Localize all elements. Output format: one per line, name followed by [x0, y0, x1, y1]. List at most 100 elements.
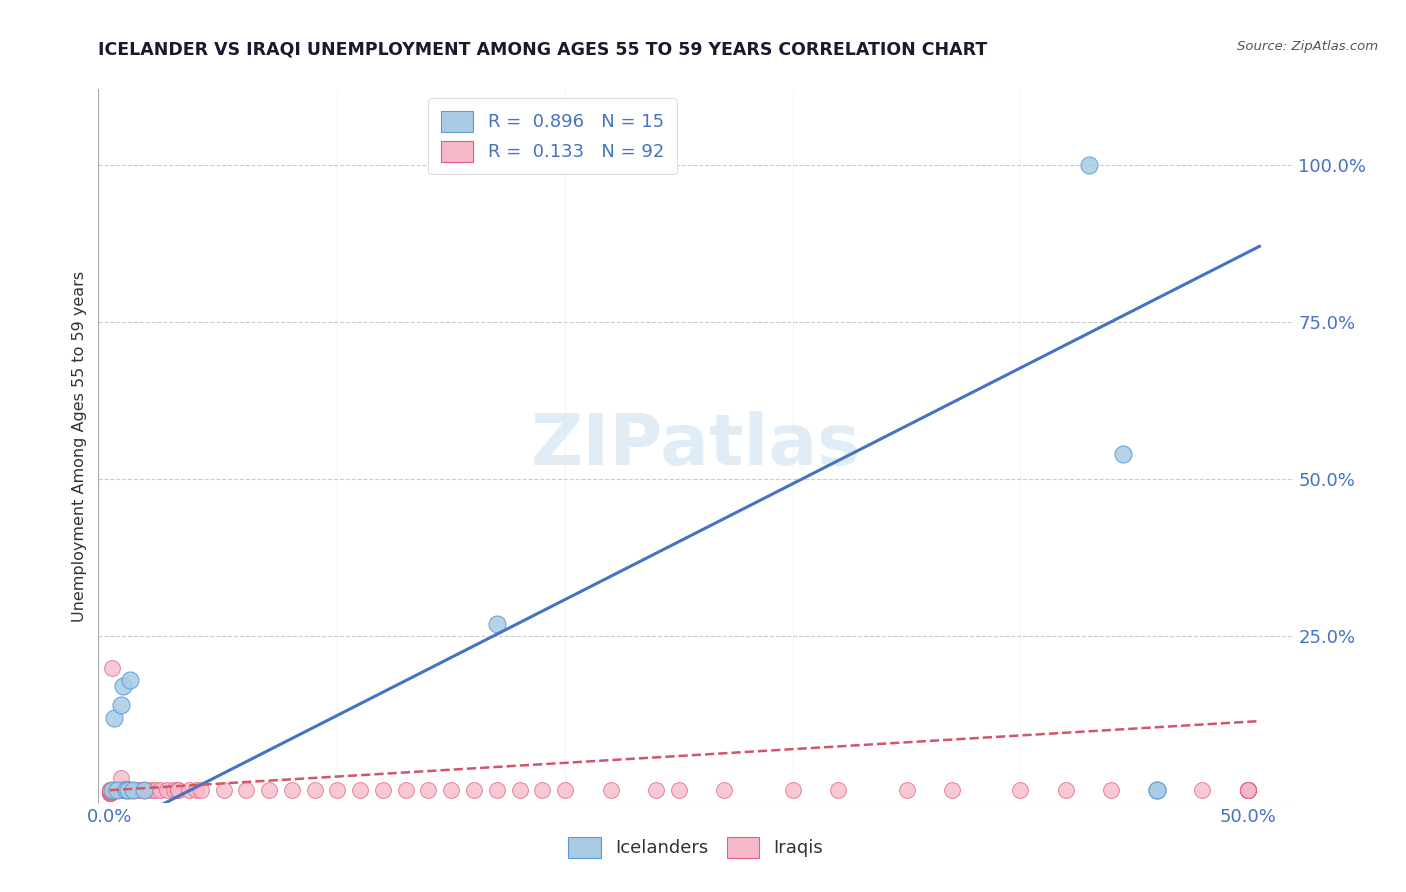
- Point: [114, 783, 136, 797]
- Point: [98, 785, 121, 799]
- Point: [186, 783, 208, 797]
- Point: [143, 783, 166, 797]
- Point: [1146, 783, 1168, 797]
- Point: [395, 783, 418, 797]
- Point: [114, 783, 136, 797]
- Point: [112, 680, 135, 694]
- Point: [105, 783, 128, 797]
- Point: [98, 784, 121, 798]
- Point: [101, 783, 124, 797]
- Point: [98, 786, 121, 800]
- Point: [1146, 783, 1168, 797]
- Point: [101, 783, 124, 797]
- Point: [98, 786, 121, 800]
- Point: [108, 783, 131, 797]
- Point: [509, 783, 531, 797]
- Point: [257, 783, 280, 797]
- Point: [1237, 783, 1260, 797]
- Point: [108, 783, 131, 797]
- Y-axis label: Unemployment Among Ages 55 to 59 years: Unemployment Among Ages 55 to 59 years: [72, 270, 87, 622]
- Point: [1237, 783, 1260, 797]
- Point: [103, 711, 125, 725]
- Point: [326, 783, 349, 797]
- Point: [132, 783, 155, 797]
- Point: [167, 783, 190, 797]
- Point: [98, 784, 121, 798]
- Point: [463, 783, 485, 797]
- Point: [212, 783, 235, 797]
- Point: [121, 783, 143, 797]
- Point: [304, 783, 326, 797]
- Point: [896, 783, 918, 797]
- Point: [117, 781, 139, 796]
- Point: [668, 783, 690, 797]
- Point: [485, 783, 508, 797]
- Point: [120, 673, 142, 688]
- Point: [156, 783, 179, 797]
- Point: [1237, 783, 1260, 797]
- Point: [101, 660, 124, 674]
- Point: [440, 783, 463, 797]
- Point: [1112, 447, 1135, 461]
- Point: [167, 783, 190, 797]
- Point: [117, 783, 139, 797]
- Point: [139, 783, 162, 797]
- Point: [135, 783, 157, 797]
- Point: [1237, 783, 1260, 797]
- Point: [117, 783, 139, 797]
- Point: [110, 783, 132, 797]
- Point: [1237, 783, 1260, 797]
- Point: [110, 783, 132, 797]
- Point: [162, 783, 184, 797]
- Point: [235, 783, 257, 797]
- Point: [98, 784, 121, 798]
- Point: [1010, 783, 1032, 797]
- Point: [98, 784, 121, 798]
- Point: [110, 783, 132, 797]
- Point: [121, 783, 143, 797]
- Point: [1237, 783, 1260, 797]
- Point: [108, 783, 131, 797]
- Point: [782, 783, 804, 797]
- Point: [531, 783, 554, 797]
- Point: [98, 783, 121, 797]
- Point: [418, 783, 440, 797]
- Point: [110, 771, 132, 785]
- Point: [941, 783, 963, 797]
- Point: [105, 783, 128, 797]
- Point: [98, 786, 121, 800]
- Legend: Icelanders, Iraqis: Icelanders, Iraqis: [561, 830, 831, 865]
- Point: [128, 783, 150, 797]
- Point: [1054, 783, 1077, 797]
- Text: ICELANDER VS IRAQI UNEMPLOYMENT AMONG AGES 55 TO 59 YEARS CORRELATION CHART: ICELANDER VS IRAQI UNEMPLOYMENT AMONG AG…: [98, 40, 987, 58]
- Point: [110, 783, 132, 797]
- Point: [179, 783, 201, 797]
- Point: [98, 786, 121, 800]
- Point: [120, 783, 142, 797]
- Point: [149, 783, 172, 797]
- Point: [105, 783, 128, 797]
- Point: [190, 783, 212, 797]
- Point: [98, 786, 121, 800]
- Point: [1191, 783, 1213, 797]
- Point: [349, 783, 371, 797]
- Point: [1237, 783, 1260, 797]
- Point: [110, 698, 132, 713]
- Point: [1077, 158, 1099, 172]
- Point: [827, 783, 849, 797]
- Point: [281, 783, 304, 797]
- Point: [1237, 783, 1260, 797]
- Point: [599, 783, 621, 797]
- Point: [127, 783, 149, 797]
- Point: [1146, 783, 1168, 797]
- Point: [103, 783, 125, 797]
- Point: [98, 782, 121, 797]
- Point: [371, 783, 394, 797]
- Point: [554, 783, 576, 797]
- Point: [121, 783, 143, 797]
- Point: [1237, 783, 1260, 797]
- Point: [112, 781, 135, 796]
- Point: [101, 783, 124, 797]
- Point: [485, 616, 508, 631]
- Point: [103, 783, 125, 797]
